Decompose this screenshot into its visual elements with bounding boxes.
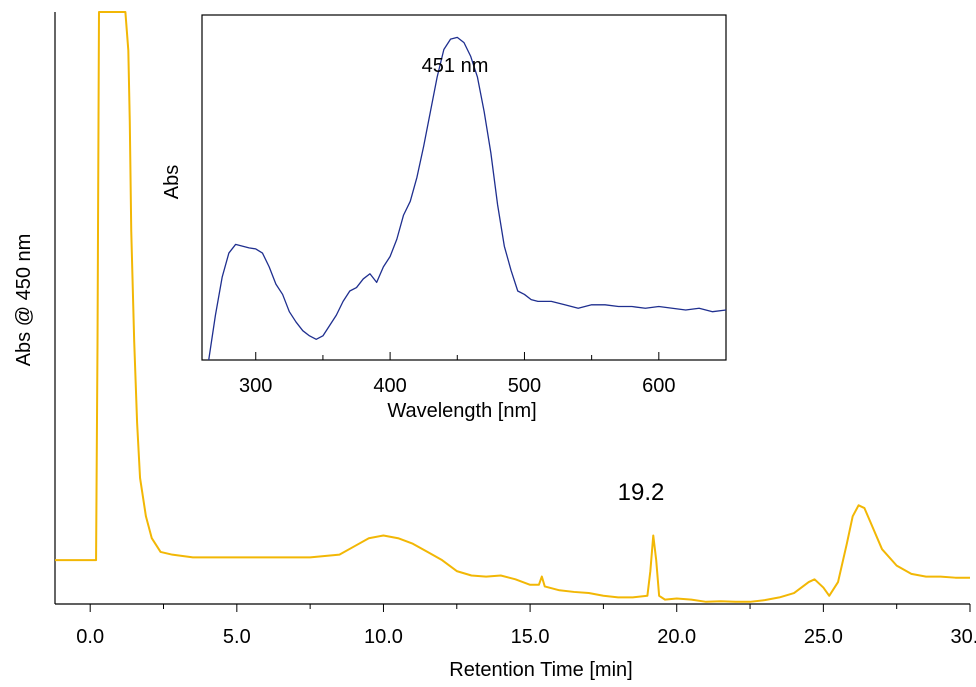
main-y-axis-label: Abs @ 450 nm [13,234,35,367]
inset-x-tick-labels: 300 400 500 600 [239,375,675,397]
inset-peak-annotation: 451 nm [422,55,489,77]
inset-y-axis-label: Abs [161,165,183,199]
main-series [55,11,970,603]
main-tick-label: 30.0 [951,626,976,648]
main-peak-annotation: 19.2 [618,479,665,506]
inset-x-axis-label: Wavelength [nm] [387,400,536,422]
main-tick-label: 20.0 [657,626,696,648]
inset-tick-label: 500 [508,375,541,397]
main-tick-label: 5.0 [223,626,251,648]
inset-tick-label: 400 [373,375,406,397]
inset-frame [201,14,727,361]
main-tick-label: 0.0 [76,626,104,648]
inset-tick-label: 600 [642,375,675,397]
main-x-tick-labels: 0.0 5.0 10.0 15.0 20.0 25.0 30.0 [76,626,976,648]
main-x-ticks [89,604,971,612]
inset-series-line [208,36,727,361]
main-chart: 0.0 5.0 10.0 15.0 20.0 25.0 30.0 Retention Tim… [13,11,976,681]
inset-x-ticks [255,352,660,360]
main-series-line [55,11,970,603]
main-tick-label: 25.0 [804,626,843,648]
main-x-axis-label: Retention Time [min] [449,659,632,681]
inset-chart: 300 400 500 600 Wavelength [nm] Abs 451 nm [161,14,727,422]
main-tick-label: 15.0 [511,626,550,648]
main-tick-label: 10.0 [364,626,403,648]
inset-tick-label: 300 [239,375,272,397]
inset-series [208,36,727,361]
